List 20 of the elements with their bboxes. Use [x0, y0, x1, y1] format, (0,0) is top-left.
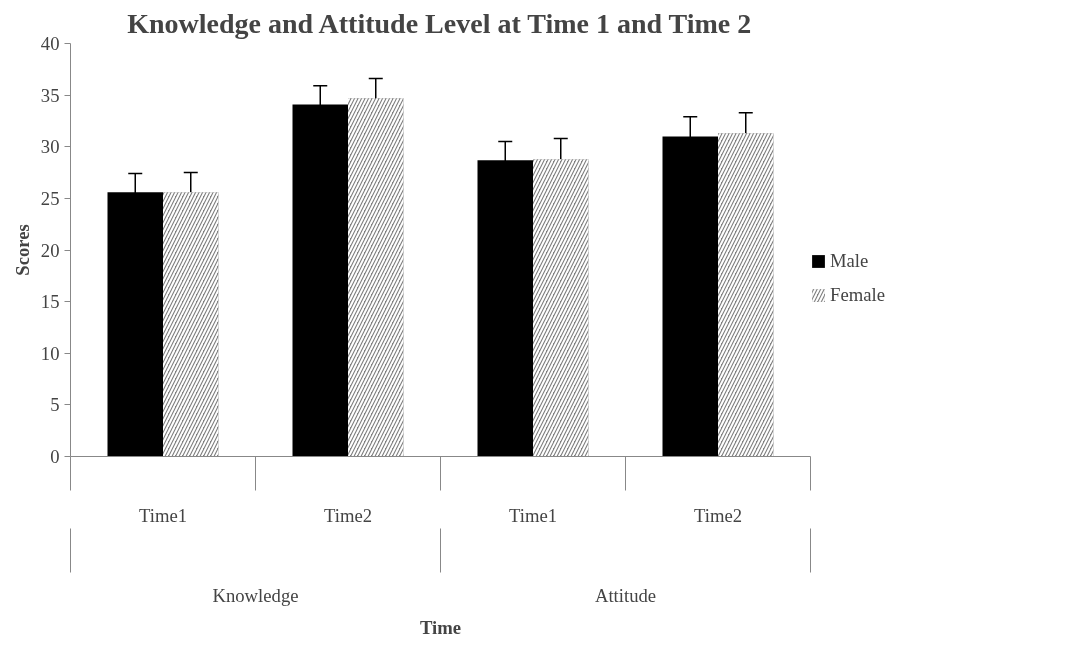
y-tick-label: 40 [40, 33, 60, 54]
x-tick-label: Time2 [693, 504, 743, 526]
y-tick-label: 20 [40, 239, 60, 261]
text: Attitude [594, 584, 657, 606]
x-tick-label: Time2 [323, 504, 373, 526]
y-axis-title: Scores [11, 224, 33, 276]
x-tick-label: Time1 [508, 504, 558, 526]
chart-title: Knowledge and Attitude Level at Time 1 and Time 2 [127, 7, 752, 39]
text: Knowledge [212, 584, 299, 606]
y-tick-label: 35 [40, 84, 60, 106]
legend-label: Female [830, 284, 885, 306]
y-tick-label: 25 [40, 187, 60, 209]
y-tick-label: 15 [40, 291, 60, 313]
y-tick-label: 5 [50, 394, 60, 416]
y-tick-label: 0 [50, 446, 60, 467]
x-axis-title: Time [419, 616, 462, 638]
y-tick-label: 10 [40, 342, 60, 364]
x-tick-label: Time1 [138, 504, 188, 526]
legend-label: Male [830, 250, 869, 272]
y-tick-label: 30 [40, 136, 60, 158]
